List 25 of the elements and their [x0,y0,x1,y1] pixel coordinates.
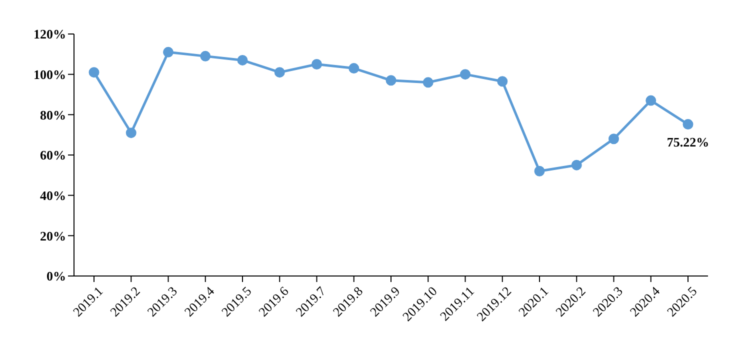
point [237,54,248,66]
point [88,67,100,78]
point [534,166,545,176]
point [571,160,582,170]
point [348,63,360,74]
y-tick-label: 120% [34,26,66,42]
point [126,128,136,138]
point [386,75,396,86]
point [497,76,508,87]
y-tick-label: 80% [40,107,66,122]
y-tick-label: 100% [34,66,66,82]
point [460,69,470,80]
point [163,46,174,58]
point [312,59,322,70]
point [274,67,285,78]
point [608,134,619,144]
data-label: 75.22% [666,134,710,150]
point [646,95,656,106]
y-tick-label: 60% [40,148,66,163]
point [200,50,211,62]
y-tick-label: 0% [46,268,66,284]
y-tick-label: 40% [40,188,66,203]
point [422,77,434,88]
point [682,119,694,130]
y-tick-label: 20% [40,228,66,244]
